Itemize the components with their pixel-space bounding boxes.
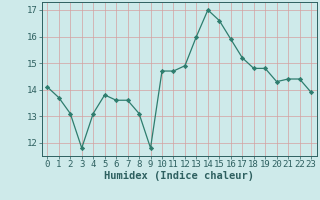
X-axis label: Humidex (Indice chaleur): Humidex (Indice chaleur) [104, 171, 254, 181]
